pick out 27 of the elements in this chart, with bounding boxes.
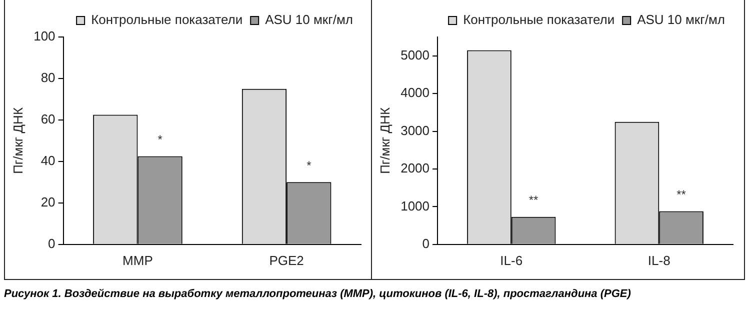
x-tick-label: MMP [122,252,153,268]
legend-label: Контрольные показатели [91,12,243,28]
x-tick-label: IL-6 [500,252,523,268]
x-tick-label: IL-8 [648,252,670,268]
y-tick-label: 60 [40,112,56,127]
data-label: * [306,158,312,172]
data-label: ** [676,188,686,202]
y-tick-label: 3000 [400,122,430,138]
data-label: ** [528,193,539,208]
y-tick-label: 80 [40,70,56,86]
legend-label: Контрольные показатели [463,12,615,28]
y-tick-label: 20 [40,194,56,210]
y-tick-label: 5000 [400,47,430,62]
y-tick-label: 2000 [400,160,430,176]
y-axis-title: Пг/мкг ДНК [10,107,26,174]
data-label: * [158,132,163,147]
y-axis-title: Пг/мкг ДНК [377,107,392,174]
y-tick-label: 100 [34,28,56,44]
text: Рисунок 1. Воздействие на выработку металлопротеиназ (MMP), цитокинов (IL-6, IL-8), простагландина (PGE) [4,287,632,302]
y-tick-label: 40 [40,153,56,168]
y-tick-label: 4000 [400,85,430,100]
y-tick-label: 0 [48,236,56,251]
y-tick-label: 0 [422,236,430,251]
x-tick-label: PGE2 [269,252,304,268]
legend-label: ASU 10 мкг/мл [637,12,726,28]
legend-label: ASU 10 мкг/мл [265,12,354,28]
y-tick-label: 1000 [400,198,430,214]
